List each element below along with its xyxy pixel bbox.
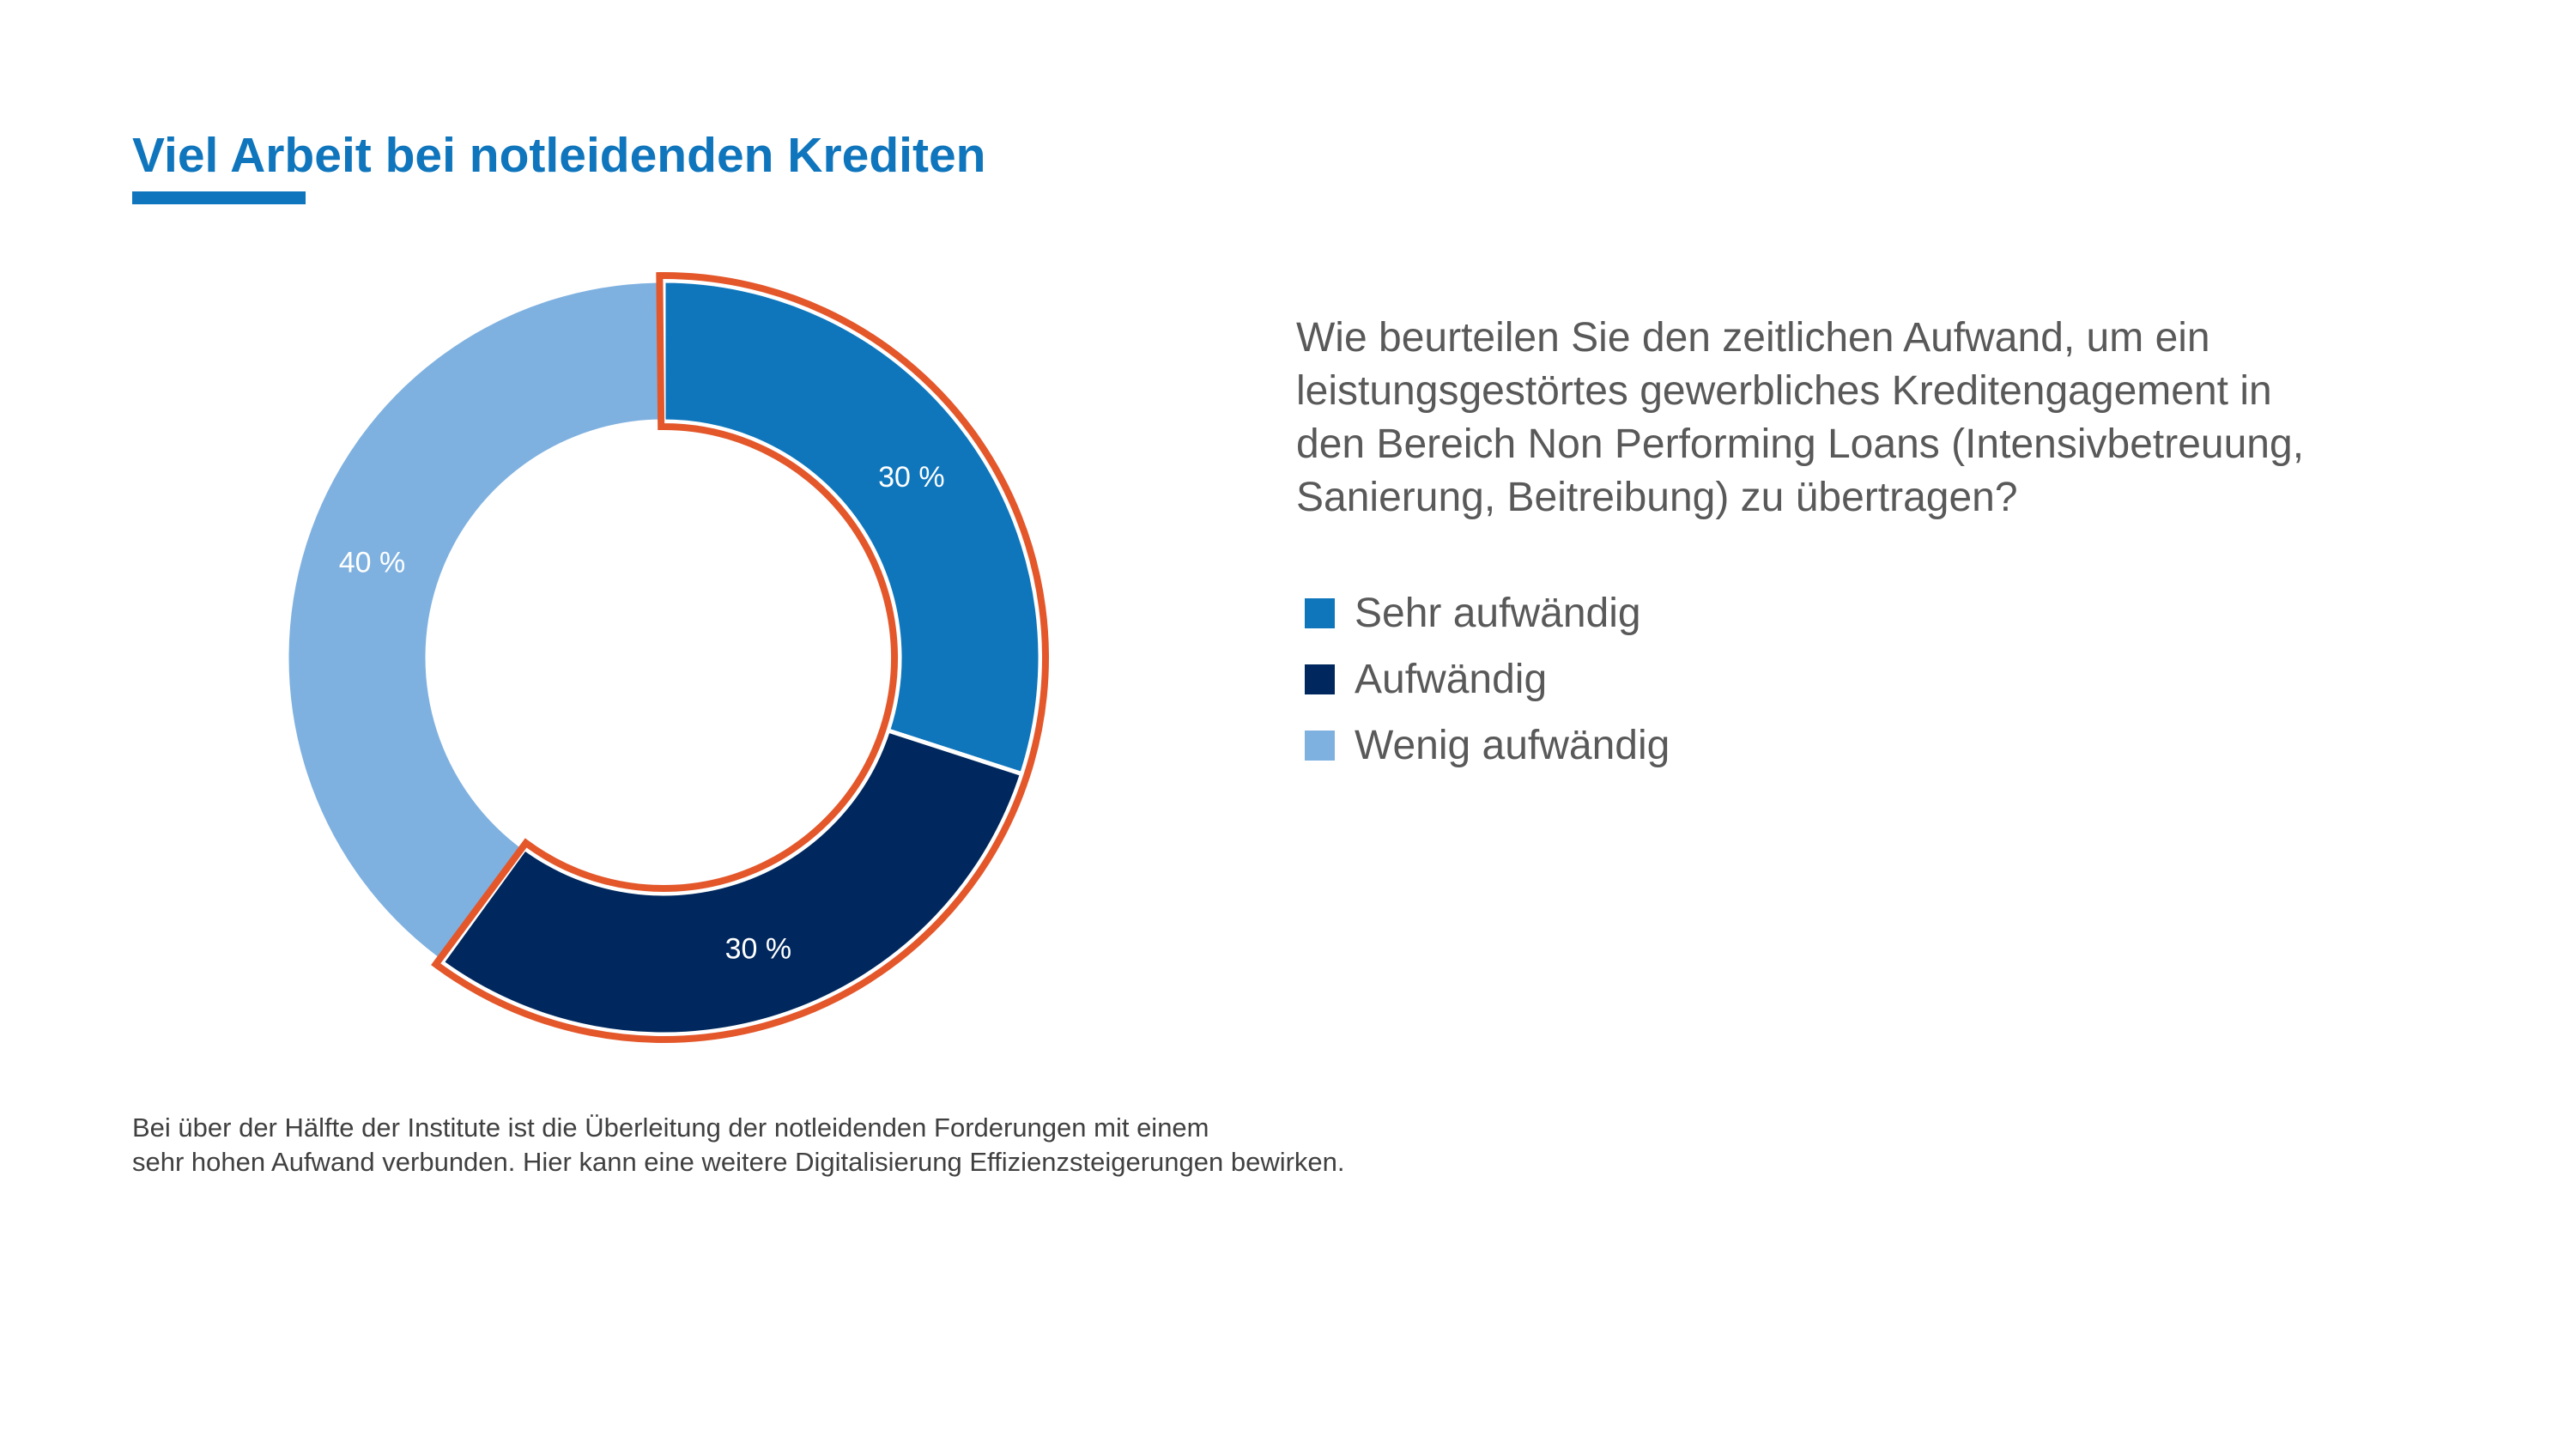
highlight-outline bbox=[431, 272, 1049, 1043]
footnote-line: Bei über der Hälfte der Institute ist di… bbox=[132, 1113, 1209, 1143]
legend-label: Sehr aufwändig bbox=[1355, 591, 1641, 636]
question-line: den Bereich Non Performing Loans (Intens… bbox=[1296, 421, 2305, 467]
footnote-line: sehr hohen Aufwand verbunden. Hier kann … bbox=[132, 1147, 1345, 1177]
page-title: Viel Arbeit bei notleidenden Krediten bbox=[132, 128, 986, 183]
legend-swatch bbox=[1305, 598, 1335, 628]
donut-slices bbox=[284, 278, 1043, 1037]
slice-aufwaendig bbox=[439, 727, 1025, 1037]
slice-sehr-aufwaendig bbox=[661, 278, 1043, 777]
legend-label: Aufwändig bbox=[1355, 657, 1548, 702]
chart-legend: Sehr aufwändig Aufwändig Wenig aufwändig bbox=[1305, 580, 1670, 779]
legend-label: Wenig aufwändig bbox=[1355, 723, 1670, 768]
question-line: Sanierung, Beitreibung) zu übertragen? bbox=[1296, 475, 2018, 520]
survey-question: Wie beurteilen Sie den zeitlichen Aufwan… bbox=[1296, 312, 2304, 524]
data-label-aufwaendig: 30 % bbox=[725, 933, 792, 966]
slice-wenig-aufwaendig bbox=[284, 278, 666, 966]
data-label-wenig-aufwaendig: 40 % bbox=[339, 547, 406, 579]
footnote: Bei über der Hälfte der Institute ist di… bbox=[132, 1111, 1345, 1179]
question-line: leistungsgestörtes gewerbliches Krediten… bbox=[1296, 368, 2272, 414]
legend-swatch bbox=[1305, 664, 1335, 694]
title-underline bbox=[132, 191, 306, 204]
legend-swatch bbox=[1305, 731, 1335, 761]
legend-item-aufwaendig: Aufwändig bbox=[1305, 646, 1670, 712]
legend-item-sehr-aufwaendig: Sehr aufwändig bbox=[1305, 580, 1670, 646]
donut-chart: 30 % 30 % 40 % bbox=[284, 272, 1049, 1043]
legend-item-wenig-aufwaendig: Wenig aufwändig bbox=[1305, 712, 1670, 779]
data-label-sehr-aufwaendig: 30 % bbox=[878, 461, 945, 494]
question-line: Wie beurteilen Sie den zeitlichen Aufwan… bbox=[1296, 315, 2210, 361]
